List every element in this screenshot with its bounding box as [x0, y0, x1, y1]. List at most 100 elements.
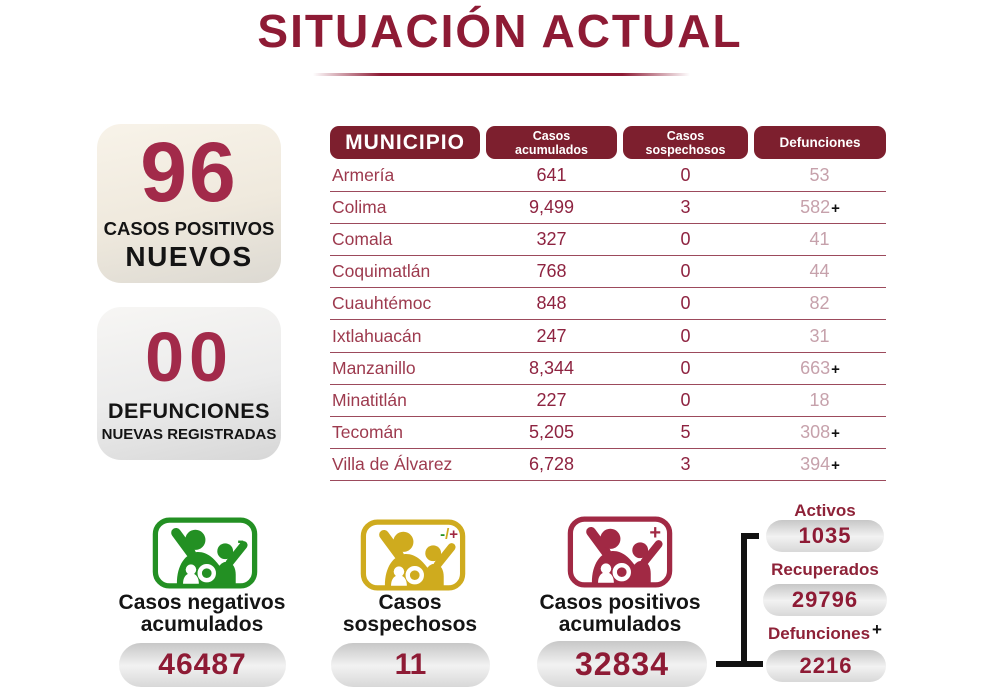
acumulados-cell: 6,728 — [528, 453, 575, 474]
municipio-cell: Tecomán — [332, 421, 404, 442]
defunciones-value: 663 — [800, 357, 831, 378]
negative-cases-pill: 46487 — [119, 643, 286, 687]
recuperados-value: 29796 — [791, 587, 859, 612]
acumulados-cell: 848 — [536, 293, 567, 314]
defunciones-value: 582 — [800, 197, 831, 218]
municipio-cell: Comala — [332, 229, 393, 250]
bracket-bottom-tick — [716, 661, 763, 667]
negative-cases-label-line1: Casos negativos — [118, 591, 286, 614]
defunciones-value: 18 — [809, 389, 830, 410]
defunciones-cell: 18 — [754, 390, 886, 411]
acumulados-cell: 9,499 — [528, 197, 575, 218]
defunciones-value: 53 — [809, 165, 830, 186]
header-casos-sospechosos: Casos sospechosos — [623, 126, 748, 159]
defunciones-plus: + — [831, 360, 840, 378]
defunciones-cell: 82 — [754, 293, 886, 314]
table-row: Colima 9,499 3 582+ — [330, 192, 886, 225]
header-casos-sospechosos-line1: Casos — [666, 128, 705, 143]
recuperados-pill: 29796 — [763, 584, 887, 616]
family-icon-positive: + — [563, 516, 677, 588]
recuperados-label-text: Recuperados — [771, 560, 879, 579]
defunciones-plus: + — [831, 456, 840, 474]
table-row: Villa de Álvarez 6,728 3 394+ — [330, 449, 886, 481]
defunciones-label-text: Defunciones — [768, 624, 871, 643]
table-row: Cuauhtémoc 848 0 82 — [330, 288, 886, 321]
header-municipio: MUNICIPIO — [330, 126, 480, 159]
defunciones-cell: 31 — [754, 326, 886, 347]
table-row: Minatitlán 227 0 18 — [330, 385, 886, 417]
new-deaths-value: 00 — [145, 318, 233, 397]
acumulados-cell: 8,344 — [528, 357, 575, 378]
municipio-cell: Villa de Álvarez — [332, 453, 453, 474]
suspicious-cases-label-line2: sospechosos — [342, 613, 478, 637]
activos-label-text: Activos — [794, 501, 856, 520]
slash-glyph: / — [445, 526, 450, 543]
sospechosos-cell: 0 — [680, 357, 691, 378]
defunciones-value: 82 — [809, 293, 830, 314]
minus-badge: - — [237, 530, 244, 552]
new-deaths-label: DEFUNCIONES — [108, 398, 270, 423]
defunciones-cell: 582+ — [754, 197, 886, 218]
acumulados-cell: 641 — [536, 165, 567, 186]
sospechosos-cell: 0 — [680, 389, 691, 410]
positive-cases-value: 32834 — [575, 645, 669, 682]
defunciones-cell: 308+ — [754, 422, 886, 443]
header-defunciones: Defunciones — [754, 126, 886, 159]
new-deaths-card: 00 DEFUNCIONES NUEVAS REGISTRADAS — [97, 307, 281, 460]
table-row: Manzanillo 8,344 0 663+ — [330, 353, 886, 385]
table-row: Tecomán 5,205 5 308+ — [330, 417, 886, 449]
header-casos-acumulados-line1: Casos — [532, 128, 571, 143]
new-positive-cases-value: 96 — [140, 125, 238, 220]
acumulados-cell: 327 — [536, 229, 567, 250]
acumulados-cell: 247 — [536, 325, 567, 346]
defunciones-value: 41 — [809, 229, 830, 250]
municipio-cell: Manzanillo — [332, 357, 416, 378]
sospechosos-cell: 3 — [680, 453, 691, 474]
defunciones-pill: 2216 — [766, 650, 886, 682]
acumulados-cell: 768 — [536, 261, 567, 282]
suspicious-cases-label: Casos sospechosos — [320, 591, 500, 637]
page-title: SITUACIÓN ACTUAL — [257, 5, 743, 57]
defunciones-plus-glyph: + — [872, 620, 882, 639]
municipio-cell: Armería — [332, 165, 395, 186]
minus-glyph: - — [440, 526, 446, 543]
defunciones-value: 44 — [809, 261, 830, 282]
sospechosos-cell: 3 — [680, 197, 691, 218]
defunciones-cell: 53 — [754, 165, 886, 186]
municipio-cell: Coquimatlán — [332, 261, 431, 282]
municipality-table: Armería 641 0 53 Colima 9,499 3 582+ Com… — [330, 160, 886, 481]
negative-cases-value: 46487 — [158, 648, 247, 681]
table-row: Ixtlahuacán 247 0 31 — [330, 320, 886, 353]
sospechosos-cell: 0 — [680, 293, 691, 314]
municipio-cell: Cuauhtémoc — [332, 293, 432, 314]
sospechosos-cell: 0 — [680, 229, 691, 250]
positive-cases-label-line1: Casos positivos — [539, 591, 701, 614]
municipio-cell: Colima — [332, 197, 387, 218]
defunciones-value: 31 — [809, 325, 830, 346]
positive-cases-pill: 32834 — [537, 641, 707, 687]
defunciones-cell: 44 — [754, 261, 886, 282]
suspicious-cases-label-line1: Casos — [378, 591, 442, 614]
negative-cases-label-line2: acumulados — [140, 613, 264, 637]
new-positive-cases-label: CASOS POSITIVOS — [103, 217, 275, 239]
sospechosos-cell: 0 — [680, 165, 691, 186]
sospechosos-cell: 5 — [680, 421, 691, 442]
positive-cases-label: Casos positivos acumulados — [525, 591, 715, 637]
sospechosos-cell: 0 — [680, 261, 691, 282]
family-icon-suspicious: -/+ — [356, 519, 470, 591]
municipio-cell: Minatitlán — [332, 389, 407, 410]
defunciones-cell: 663+ — [754, 358, 886, 379]
title-underline — [313, 73, 690, 76]
header-casos-sospechosos-line2: sospechosos — [645, 142, 726, 157]
activos-value: 1035 — [798, 523, 852, 548]
defunciones-cell: 394+ — [754, 454, 886, 475]
table-row: Armería 641 0 53 — [330, 160, 886, 193]
defunciones-plus: + — [831, 200, 840, 218]
new-positive-cases-label2: NUEVOS — [125, 240, 253, 272]
defunciones-value: 394 — [800, 453, 831, 474]
defunciones-label: Defunciones + — [740, 620, 910, 644]
acumulados-cell: 227 — [536, 389, 567, 410]
activos-pill: 1035 — [766, 520, 884, 552]
header-casos-acumulados-line2: acumulados — [515, 142, 588, 157]
